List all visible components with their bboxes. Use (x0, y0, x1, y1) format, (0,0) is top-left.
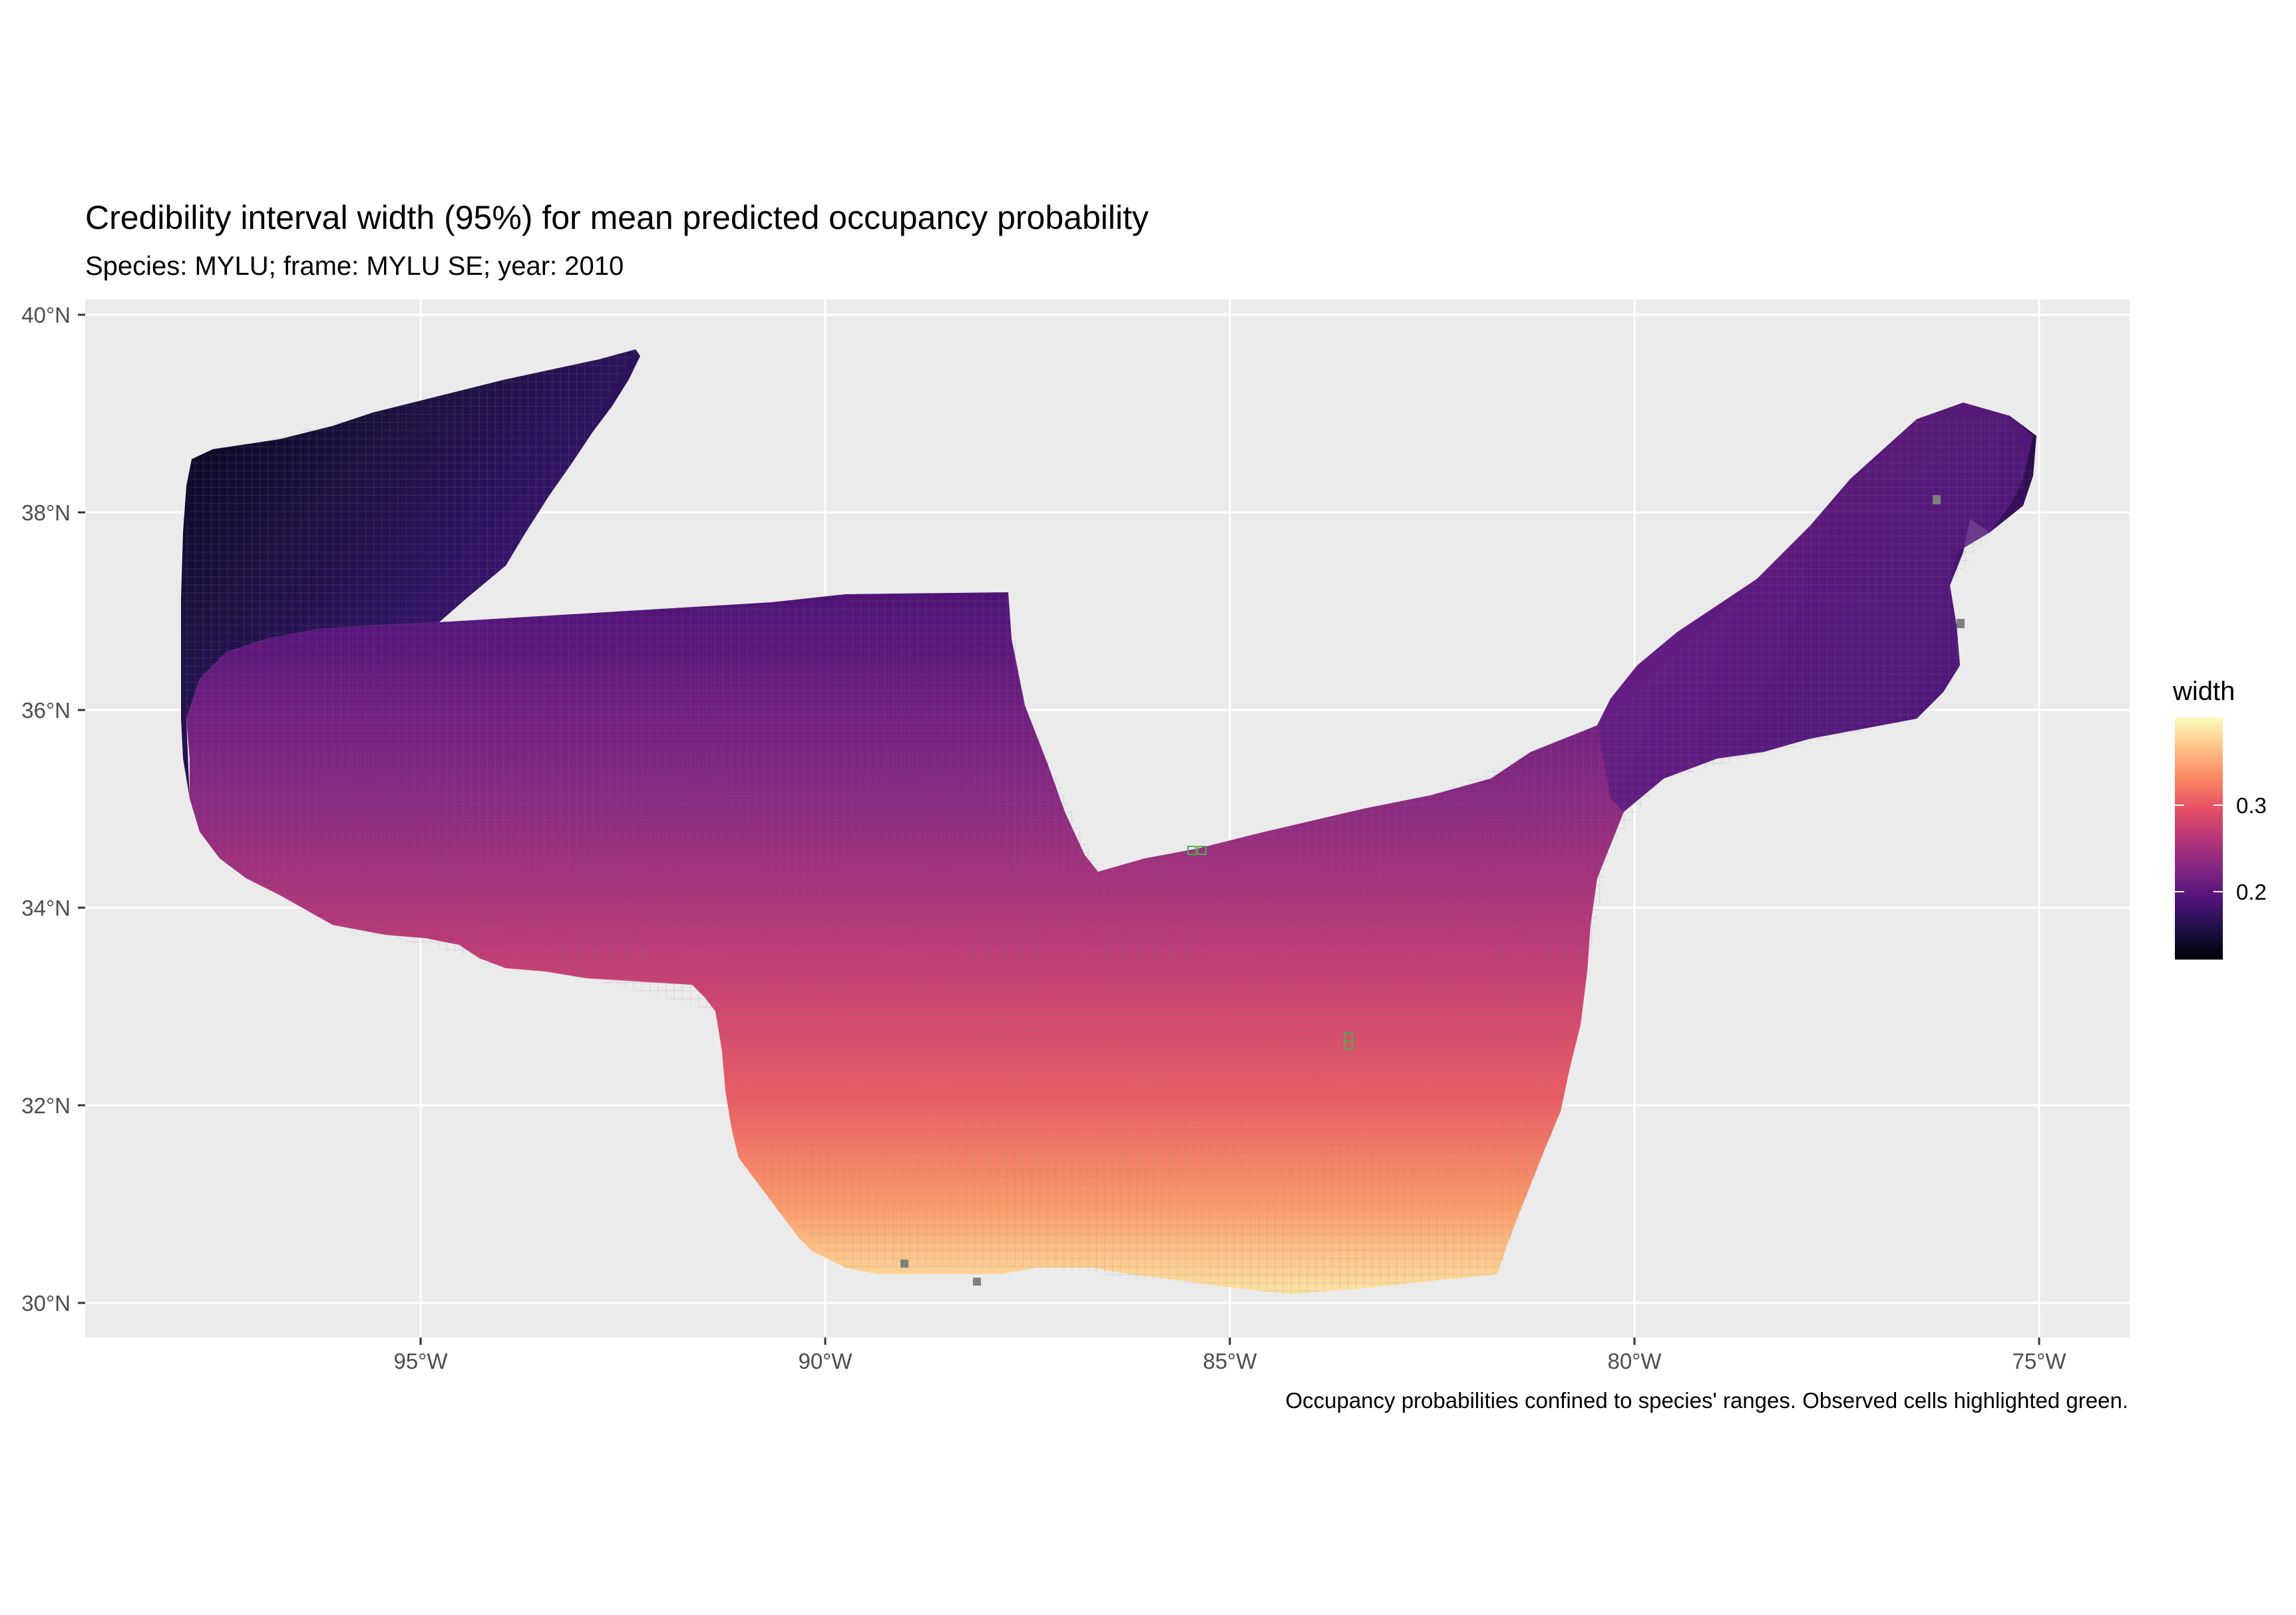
tick-marks (78, 313, 2040, 1345)
legend-title: width (2173, 677, 2235, 706)
map-caption: Occupancy probabilities confined to spec… (1285, 1388, 2128, 1413)
legend-label-0-2: 0.2 (2236, 880, 2267, 904)
observed-cells-outline (1187, 846, 1353, 1050)
legend-tick-0-3-left (2175, 805, 2184, 806)
y-tick-38: 38°N (21, 500, 71, 525)
x-tick-85w: 85°W (1203, 1349, 1257, 1373)
legend-tick-0-3-right (2213, 805, 2223, 806)
y-tick-30: 30°N (21, 1291, 71, 1316)
legend-tick-0-2-left (2175, 891, 2184, 892)
x-tick-75w: 75°W (2012, 1349, 2066, 1373)
legend-tick-0-2-right (2213, 891, 2223, 892)
legend-label-0-3: 0.3 (2236, 793, 2267, 818)
map-subtitle: Species: MYLU; frame: MYLU SE; year: 201… (85, 252, 624, 281)
x-tick-95w: 95°W (393, 1349, 448, 1373)
y-tick-40: 40°N (21, 303, 71, 327)
y-tick-36: 36°N (21, 698, 71, 723)
y-tick-32: 32°N (21, 1093, 71, 1118)
legend-colorbar (2175, 717, 2223, 960)
x-tick-90w: 90°W (798, 1349, 853, 1373)
cell-grid-texture (181, 349, 2033, 1294)
observed-cells (900, 495, 1965, 1286)
map-title: Credibility interval width (95%) for mea… (85, 199, 1149, 236)
y-tick-34: 34°N (21, 896, 71, 920)
x-tick-80w: 80°W (1607, 1349, 1662, 1373)
